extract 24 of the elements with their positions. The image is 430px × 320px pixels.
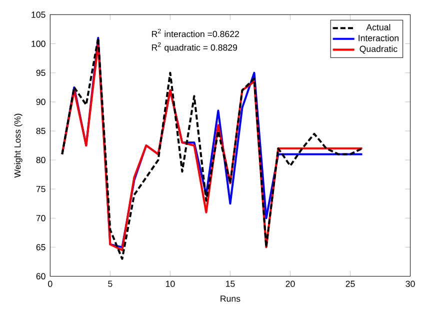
annotation: R$^{2}$ interaction =0.8622 xyxy=(152,28,239,38)
y-tick-label: 75 xyxy=(36,186,46,192)
x-tick-label: 0 xyxy=(48,280,52,287)
x-axis-title: Runs xyxy=(220,296,240,302)
y-tick-label: 70 xyxy=(36,215,46,222)
y-tick-label: 95 xyxy=(36,70,46,76)
legend-label: Interaction xyxy=(358,34,398,42)
x-tick-label: 30 xyxy=(406,280,415,287)
y-tick-label: 60 xyxy=(36,273,46,280)
y-tick-label: 100 xyxy=(32,40,46,47)
y-tick-label: 65 xyxy=(36,244,46,250)
legend-label: Quadratic xyxy=(360,46,398,54)
x-tick-label: 10 xyxy=(166,280,175,287)
x-tick-label: 20 xyxy=(286,280,295,287)
x-tick-label: 15 xyxy=(226,280,235,287)
legend-label: Actual xyxy=(366,24,390,30)
y-tick-label: 85 xyxy=(36,128,46,134)
annotation: R$^{2}$ quadratic = 0.8829 xyxy=(152,42,238,52)
x-tick-label: 5 xyxy=(108,280,112,287)
y-tick-label: 105 xyxy=(32,12,46,18)
y-tick-label: 80 xyxy=(36,156,46,164)
y-tick-label: 90 xyxy=(36,98,46,105)
y-axis-title: Weight Loss (%) xyxy=(14,114,22,178)
x-tick-label: 25 xyxy=(346,280,355,287)
